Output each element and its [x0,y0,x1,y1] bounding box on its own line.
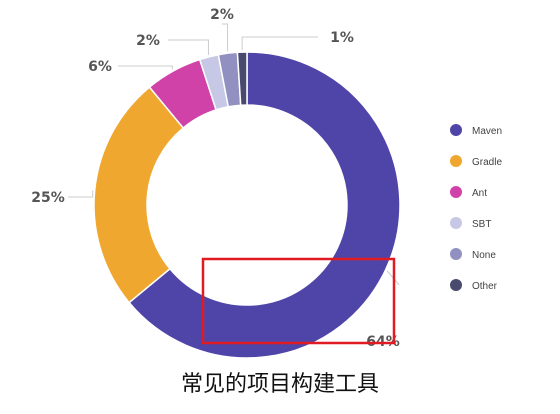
legend-label-none: None [472,250,496,261]
legend-label-ant: Ant [472,188,487,199]
chart-title: 常见的项目构建工具 [180,372,379,397]
legend-swatch-sbt [450,217,462,229]
value-label-sbt: 2% [136,33,160,49]
legend-label-sbt: SBT [472,219,491,230]
donut-slices [93,51,401,359]
slice-gradle [93,86,185,304]
value-label-gradle: 25% [31,190,65,206]
value-labels: 64%25%6%2%2%1% [31,7,400,350]
legend-label-gradle: Gradle [472,157,502,168]
value-label-none: 2% [210,7,234,23]
legend-swatch-gradle [450,155,462,167]
leader-ant [118,65,173,70]
value-label-other: 1% [330,30,354,46]
legend-swatch-ant [450,186,462,198]
leader-gradle [68,190,94,198]
legend-swatch-maven [450,124,462,136]
legend-swatch-other [450,279,462,291]
legend-label-maven: Maven [472,126,502,137]
highlight-box [201,257,396,345]
legend-swatch-none [450,248,462,260]
leader-none [222,23,229,52]
legend-label-other: Other [472,281,498,292]
value-label-ant: 6% [88,59,112,75]
slice-other [236,51,248,106]
slice-maven [128,51,401,359]
leader-other [241,36,318,51]
leader-sbt [168,39,209,55]
legend: Maven Gradle Ant SBT None Other [450,124,502,292]
